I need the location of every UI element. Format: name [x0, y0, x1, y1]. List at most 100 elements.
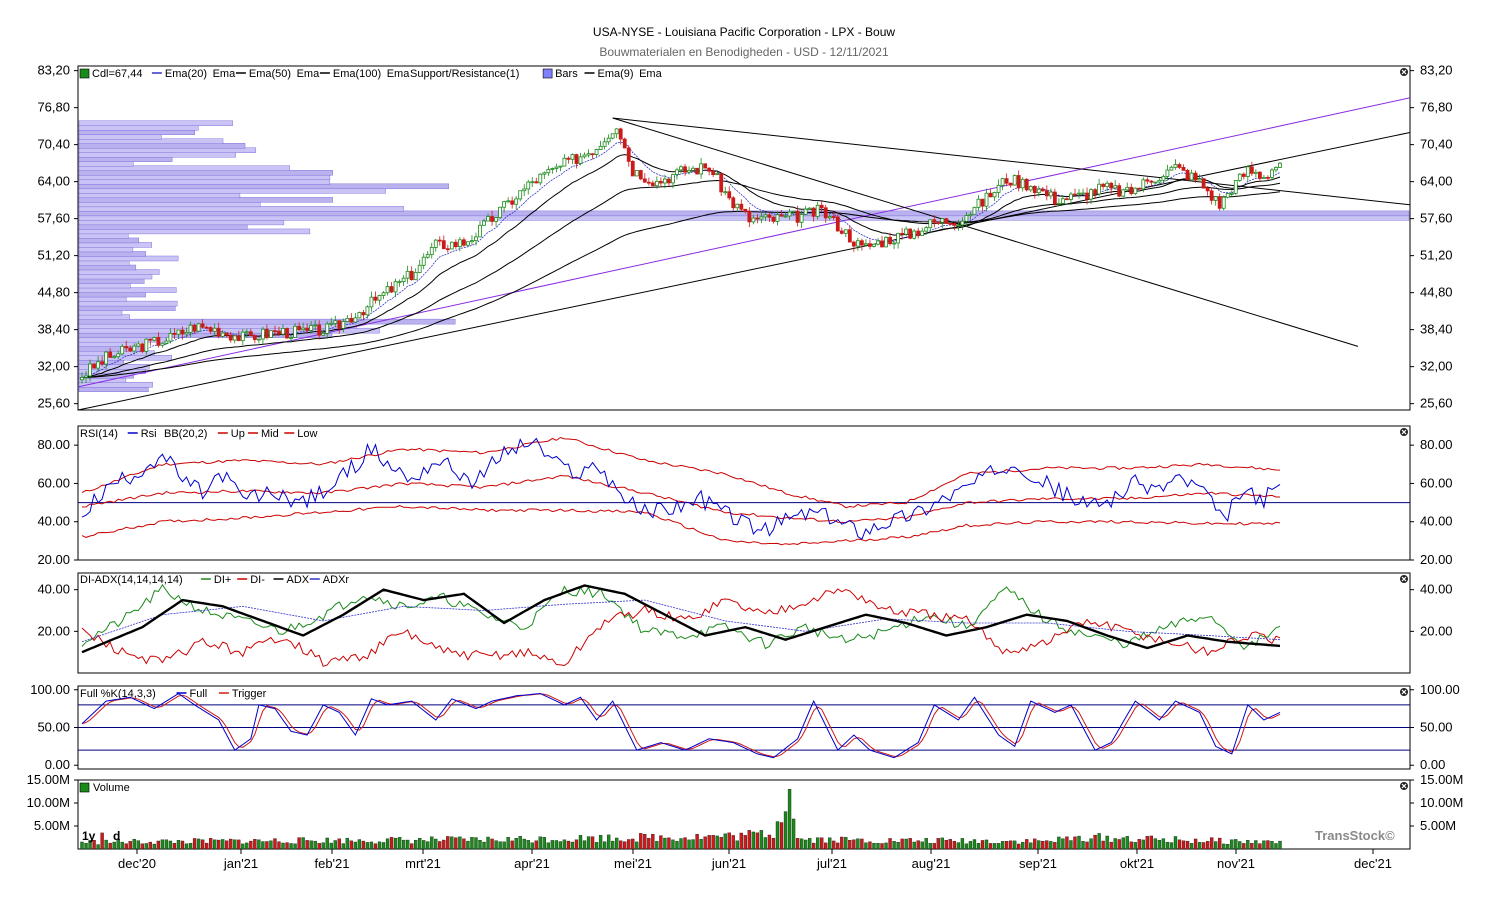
volume-bar	[397, 837, 402, 850]
candle	[1113, 185, 1118, 189]
volume-bar	[1210, 837, 1214, 850]
price-ytick-left: 44,80	[37, 285, 70, 300]
rsi-close-icon-x	[1401, 429, 1407, 435]
volume-legend-item: Volume	[93, 782, 130, 794]
candle	[196, 323, 201, 332]
candle	[168, 333, 173, 342]
candle	[1101, 183, 1106, 187]
candle	[1145, 179, 1150, 182]
candle	[180, 329, 185, 335]
volume-bar	[992, 843, 997, 850]
candle	[220, 332, 225, 337]
volume-bar	[715, 835, 719, 850]
price-ytick-right: 44,80	[1420, 285, 1453, 300]
candle	[176, 329, 181, 335]
candle	[984, 192, 989, 207]
volume-bar	[1169, 842, 1174, 850]
candle	[731, 197, 736, 209]
candle	[1173, 164, 1178, 168]
stoch-trigger-line	[81, 693, 1281, 758]
candle	[277, 330, 281, 335]
candle	[819, 204, 824, 209]
volume-bar	[602, 841, 607, 850]
volume-bar	[590, 836, 595, 850]
candle	[1137, 187, 1142, 190]
volume-bar	[759, 830, 764, 850]
volume-bar	[1004, 841, 1009, 850]
candle	[811, 207, 816, 217]
candle	[1141, 179, 1146, 190]
volume-bar	[647, 837, 651, 850]
volume-bar	[132, 838, 136, 850]
volume-ytick-right: 10.00M	[1420, 795, 1463, 810]
price-ytick-right: 32,00	[1420, 359, 1453, 374]
volume-bar	[1061, 838, 1065, 850]
volume-profile-bar	[78, 300, 178, 307]
volume-bar	[611, 840, 615, 850]
rsi-frame	[77, 425, 1411, 561]
candle	[1069, 193, 1073, 200]
volume-bar	[257, 839, 261, 850]
candle	[498, 206, 502, 218]
volume-bar	[896, 842, 900, 850]
candle	[586, 153, 591, 156]
candle	[996, 184, 1001, 193]
candle	[389, 286, 394, 293]
candle	[377, 295, 382, 301]
candle	[1008, 182, 1013, 186]
volume-bar	[558, 841, 563, 850]
price-legend-item: Ema	[639, 68, 663, 80]
volume-profile-bar	[78, 269, 160, 275]
volume-bar	[293, 843, 297, 850]
candle	[960, 220, 965, 226]
volume-bar	[377, 841, 382, 850]
price-ytick-left: 76,80	[37, 100, 70, 115]
volume-bar	[430, 836, 434, 850]
volume-bar	[659, 835, 663, 850]
volume-bar	[663, 837, 667, 850]
volume-bar	[410, 843, 414, 850]
candle	[305, 327, 310, 331]
candle	[1161, 175, 1166, 181]
x-tick-label: mrt'21	[405, 856, 441, 871]
candle	[546, 169, 551, 174]
volume-bar	[1177, 839, 1182, 850]
candle	[795, 210, 800, 223]
candle	[1185, 170, 1190, 181]
candle	[980, 198, 985, 207]
volume-bar	[787, 789, 792, 850]
candle	[779, 214, 784, 217]
volume-bar	[1021, 842, 1025, 850]
volume-profile-bar	[78, 170, 333, 176]
candle	[301, 327, 306, 331]
watermark: TransStock©	[1315, 828, 1395, 843]
volume-bar	[389, 837, 394, 850]
candle	[116, 353, 121, 358]
volume-bar	[1238, 841, 1242, 850]
volume-bar	[1017, 843, 1021, 850]
volume-bar	[703, 836, 707, 850]
volume-profile-bar	[78, 165, 290, 171]
volume-bar	[301, 837, 305, 850]
rsi-legend-item: Up	[231, 428, 245, 440]
volume-bar	[816, 837, 820, 850]
candle	[156, 337, 161, 346]
volume-bar	[1093, 834, 1097, 850]
volume-bar	[888, 838, 892, 850]
rsi-ytick-left: 80.00	[37, 437, 70, 452]
volume-bar	[466, 840, 470, 850]
volume-bar	[1045, 840, 1049, 850]
candle	[1117, 185, 1122, 197]
volume-bar	[1069, 840, 1073, 850]
volume-bar	[341, 843, 345, 850]
volume-profile-bar	[78, 246, 134, 253]
volume-bar	[779, 822, 784, 850]
candle	[1257, 171, 1262, 179]
candle	[715, 173, 720, 176]
stoch-close-icon-x	[1401, 689, 1407, 695]
period-label[interactable]: 1y	[82, 829, 96, 843]
volume-bar	[731, 835, 735, 850]
volume-profile-bar	[78, 305, 176, 311]
candle	[538, 173, 543, 184]
interval-label[interactable]: d	[113, 829, 120, 843]
